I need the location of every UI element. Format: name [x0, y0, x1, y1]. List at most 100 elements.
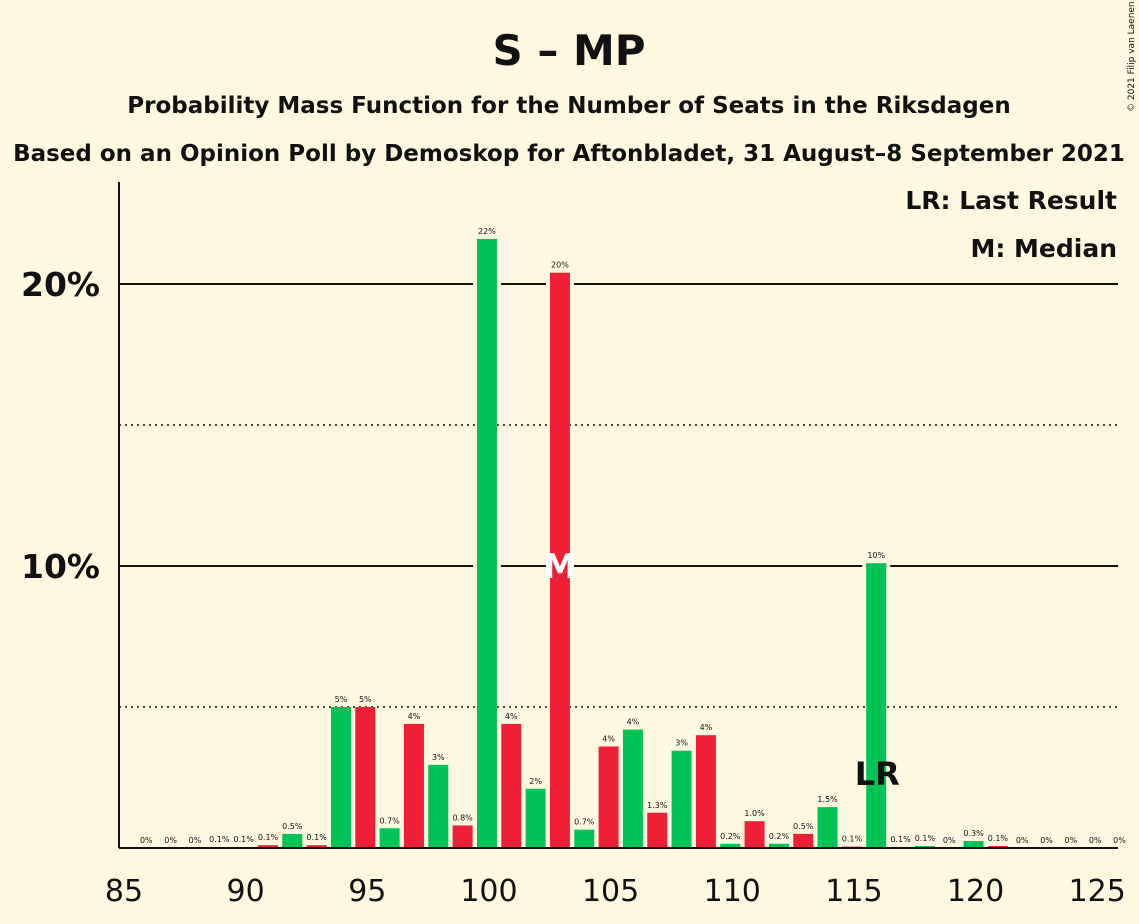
data-label-122: 0%: [1016, 836, 1029, 845]
bar-120: [963, 840, 984, 848]
bar-97: [403, 723, 424, 848]
bar-100: [476, 238, 497, 848]
data-label-99: 0.8%: [452, 813, 473, 822]
data-label-119: 0%: [943, 836, 956, 845]
bar-101: [501, 723, 522, 848]
bar-96: [379, 828, 400, 848]
data-label-117: 0.1%: [890, 835, 911, 844]
x-tick-label-110: 110: [704, 874, 761, 909]
last-result-marker: LR: [855, 755, 900, 793]
data-label-87: 0%: [164, 836, 177, 845]
x-ticks: 85 90 95 100 105 110 115 120 125: [105, 874, 1126, 909]
chart-subtitle: Probability Mass Function for the Number…: [127, 93, 1010, 119]
data-label-113: 0.5%: [793, 822, 814, 831]
bar-91: [257, 845, 278, 848]
bars: [209, 238, 1008, 849]
data-label-103: 20%: [551, 261, 569, 270]
data-label-125: 0%: [1089, 836, 1102, 845]
data-label-110: 0.2%: [720, 832, 741, 841]
chart-title: S – MP: [492, 26, 645, 75]
data-label-101: 4%: [505, 712, 518, 721]
bar-105: [598, 746, 619, 848]
grid-gap: [569, 282, 574, 286]
bar-109: [695, 735, 716, 848]
bar-112: [768, 843, 789, 848]
grid-gap: [862, 564, 867, 568]
x-tick-label-120: 120: [947, 874, 1004, 909]
grid-gap: [496, 282, 501, 286]
bar-111: [744, 821, 765, 848]
data-label-104: 0.7%: [574, 818, 595, 827]
data-label-120: 0.3%: [963, 829, 984, 838]
bar-98: [428, 764, 449, 848]
data-label-121: 0.1%: [988, 834, 1009, 843]
data-label-95: 5%: [359, 695, 372, 704]
x-tick-label-90: 90: [227, 874, 265, 909]
bar-94: [330, 707, 351, 848]
data-label-102: 2%: [529, 777, 542, 786]
data-label-93: 0.1%: [306, 833, 327, 842]
data-label-96: 0.7%: [379, 816, 400, 825]
median-marker: M: [543, 547, 577, 587]
data-label-126: 0%: [1113, 836, 1126, 845]
bar-114: [817, 807, 838, 848]
data-labels: 0% 0% 0% 0.1% 0.1% 0.1%0.5%0.1%5% 5%0.7%4%3%0.…: [140, 227, 1126, 845]
x-tick-label-95: 95: [348, 874, 386, 909]
data-label-107: 1.3%: [647, 801, 668, 810]
legend-median: M: Median: [970, 234, 1117, 263]
bar-102: [525, 788, 546, 848]
grid-gap: [472, 564, 477, 568]
bar-113: [793, 833, 814, 848]
x-tick-label-100: 100: [460, 874, 517, 909]
data-label-111: 1.0%: [744, 809, 765, 818]
data-label-124: 0%: [1065, 836, 1078, 845]
grid-gap: [545, 282, 550, 286]
grid-gap: [545, 564, 550, 568]
grid-gap: [496, 564, 501, 568]
legend-last-result: LR: Last Result: [905, 186, 1117, 215]
bar-95: [355, 707, 376, 848]
bar-108: [671, 750, 692, 848]
bar-106: [622, 729, 643, 848]
data-label-115: 0.1%: [842, 835, 863, 844]
y-tick-label-10: 10%: [21, 547, 100, 586]
data-label-86: 0%: [140, 836, 153, 845]
data-label-105: 4%: [602, 734, 615, 743]
bar-104: [574, 829, 595, 848]
data-label-92: 0.5%: [282, 822, 303, 831]
bar-107: [647, 812, 668, 848]
x-tick-label-85: 85: [105, 874, 143, 909]
data-label-98: 3%: [432, 753, 445, 762]
data-label-108: 3%: [675, 739, 688, 748]
grid-gap: [569, 564, 574, 568]
data-label-94: 5%: [335, 695, 348, 704]
bar-93: [306, 845, 327, 848]
bar-116: [866, 563, 887, 848]
data-label-118: 0.1%: [915, 834, 936, 843]
copyright-text: © 2021 Filip van Laenen: [1127, 1, 1137, 112]
x-tick-label-115: 115: [825, 874, 882, 909]
data-label-116: 10%: [867, 551, 885, 560]
x-tick-label-125: 125: [1069, 874, 1126, 909]
bar-92: [282, 833, 303, 848]
data-label-89: 0.1%: [209, 835, 230, 844]
data-label-114: 1.5%: [817, 795, 838, 804]
data-label-112: 0.2%: [769, 832, 790, 841]
bar-99: [452, 825, 473, 848]
chart-subtitle-source: Based on an Opinion Poll by Demoskop for…: [13, 141, 1125, 167]
data-label-97: 4%: [408, 712, 421, 721]
y-tick-label-20: 20%: [21, 265, 100, 304]
x-tick-label-105: 105: [582, 874, 639, 909]
grid-gap: [886, 564, 891, 568]
data-label-106: 4%: [627, 718, 640, 727]
grid-lines: [119, 282, 1118, 708]
data-label-123: 0%: [1040, 836, 1053, 845]
bar-103: [549, 272, 570, 849]
y-ticks: 10% 20%: [21, 265, 100, 586]
data-label-91: 0.1%: [258, 833, 279, 842]
grid-gap: [472, 282, 477, 286]
data-label-109: 4%: [700, 723, 713, 732]
data-label-90: 0.1%: [233, 835, 254, 844]
bar-110: [720, 843, 741, 848]
